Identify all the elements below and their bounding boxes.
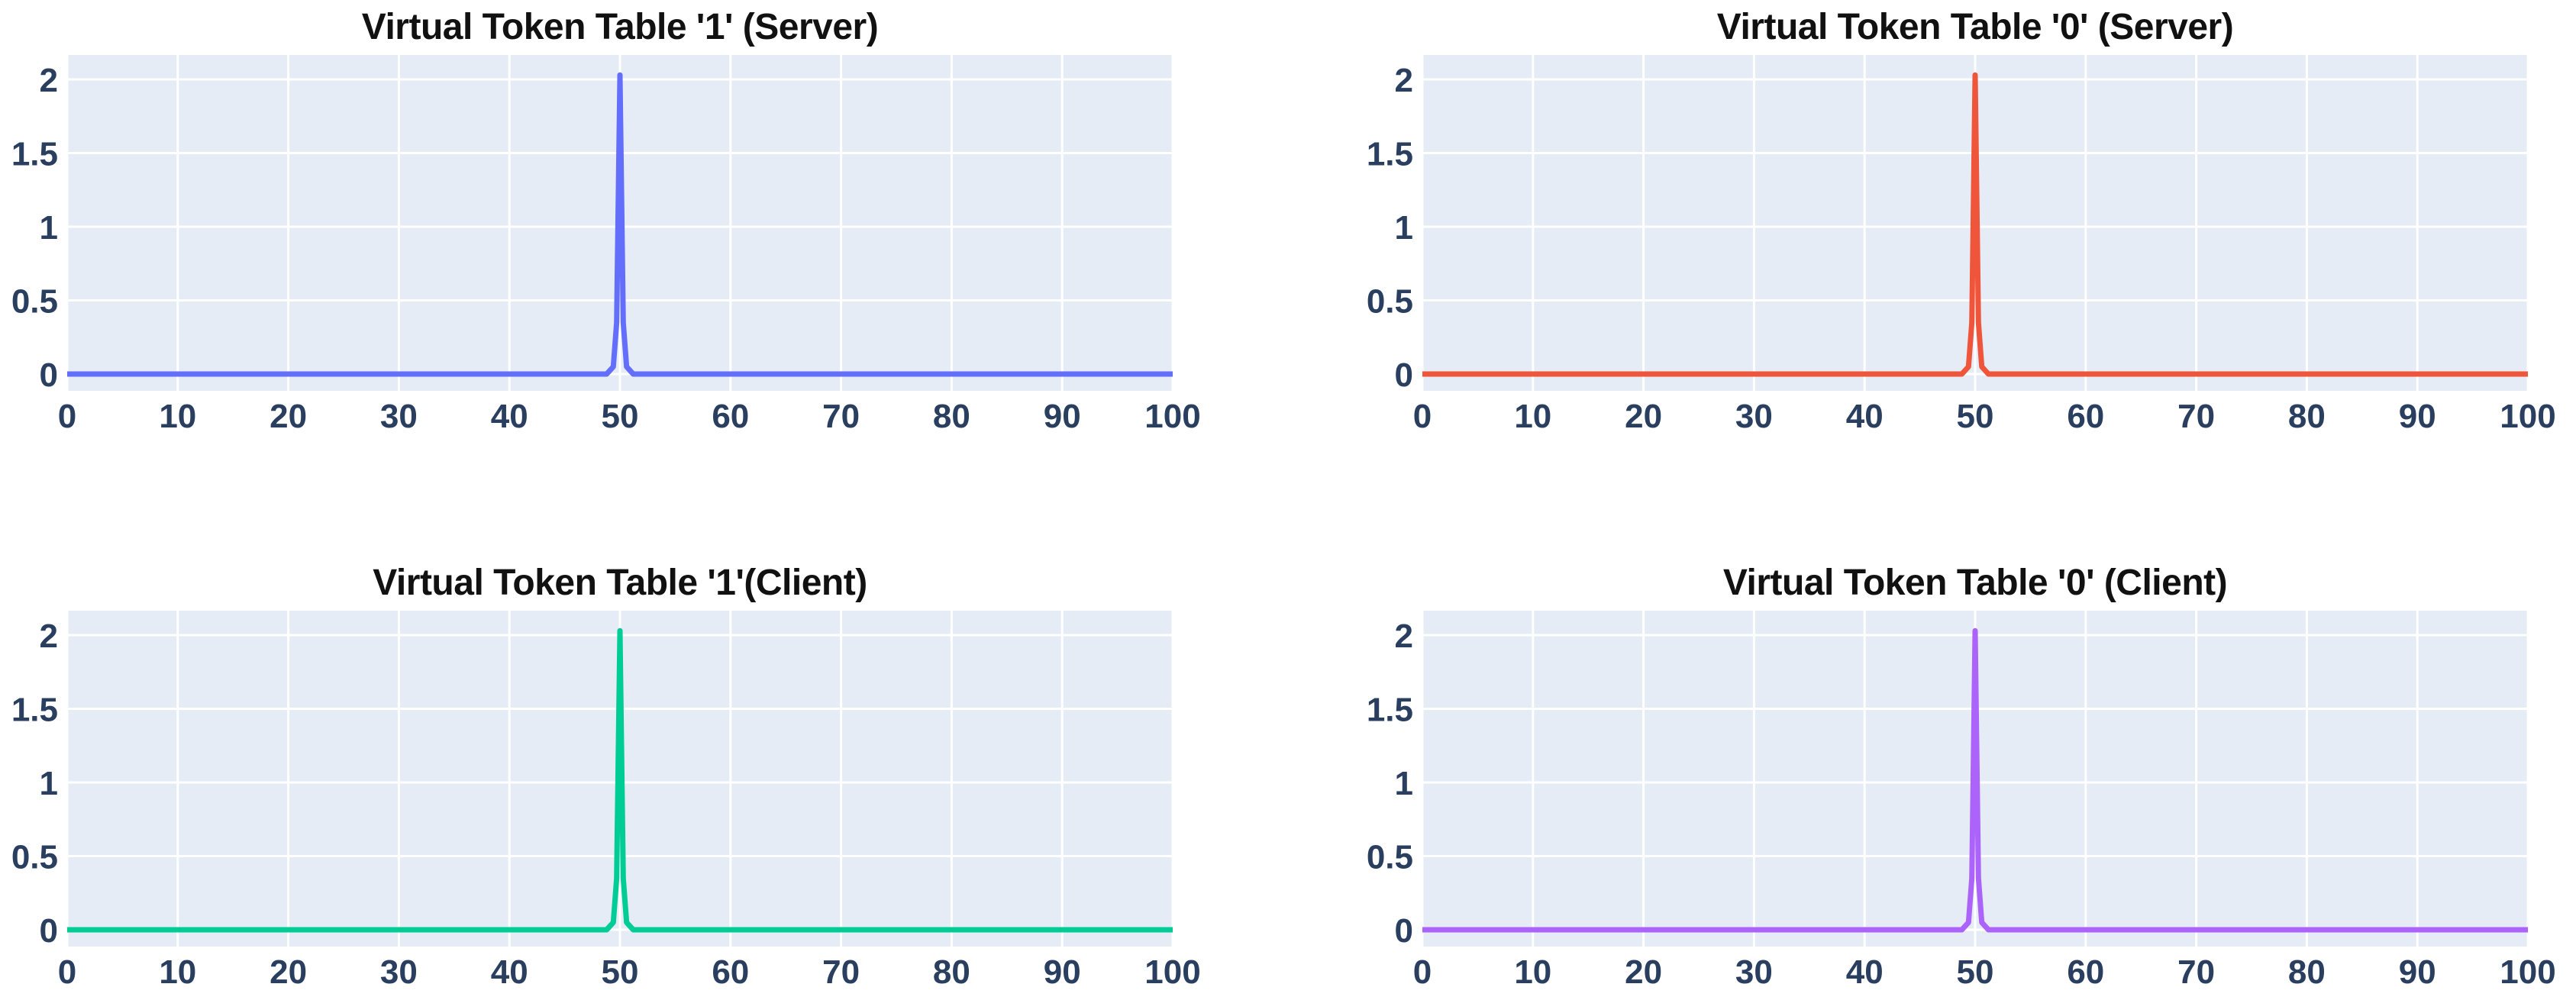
x-tick-label: 40 (1846, 398, 1884, 435)
chart-virtual-token-table-0-server: Virtual Token Table '0' (Server) 0 10 20 30… (1355, 0, 2576, 444)
y-tick-label: 1.5 (11, 136, 58, 173)
series-line (1422, 72, 2528, 377)
y-tick-label: 1 (1395, 765, 1413, 802)
y-tick-label: 0.5 (11, 839, 58, 876)
y-tick-label: 0.5 (1367, 839, 1413, 876)
x-tick-label: 20 (270, 953, 307, 991)
x-tick-label: 10 (1514, 398, 1551, 435)
y-tick-label: 2 (40, 62, 58, 99)
chart-virtual-token-table-1-client: Virtual Token Table '1'(Client) 0 10 20 30 4… (0, 556, 1221, 1000)
y-tick-label: 1 (40, 765, 58, 802)
y-tick-label: 1.5 (11, 692, 58, 729)
x-tick-label: 60 (712, 953, 749, 991)
y-tick-label: 1 (40, 209, 58, 247)
plot-area: 0 10 20 30 40 50 60 70 80 90 100 0 0.5 1 1.5 2 (11, 611, 1201, 991)
y-tick-label: 2 (1395, 62, 1413, 99)
x-tick-label: 90 (2399, 398, 2436, 435)
x-tick-label: 0 (58, 953, 76, 991)
x-tick-label: 30 (1735, 953, 1773, 991)
x-tick-label: 0 (1413, 953, 1432, 991)
x-tick-label: 60 (2067, 398, 2104, 435)
chart-title: Virtual Token Table '0' (Client) (1722, 563, 2228, 603)
y-tick-label: 0 (40, 912, 58, 950)
series-line (1422, 627, 2528, 933)
y-tick-label: 2 (1395, 618, 1413, 655)
y-tick-label: 0.5 (11, 283, 58, 321)
x-tick-label: 70 (2177, 398, 2215, 435)
x-tick-label: 40 (491, 398, 528, 435)
x-tick-label: 70 (822, 953, 860, 991)
x-tick-label: 20 (1625, 953, 1662, 991)
x-tick-label: 50 (1957, 398, 1994, 435)
chart-title: Virtual Token Table '0' (Server) (1716, 7, 2234, 47)
x-tick-label: 60 (712, 398, 749, 435)
chart-virtual-token-table-0-client: Virtual Token Table '0' (Client) 0 10 20 30… (1355, 556, 2576, 1000)
x-tick-label: 10 (159, 953, 196, 991)
x-tick-label: 90 (2399, 953, 2436, 991)
y-tick-label: 0 (40, 356, 58, 394)
x-tick-label: 80 (2288, 953, 2326, 991)
x-tick-label: 20 (1625, 398, 1662, 435)
x-tick-label: 100 (2500, 398, 2555, 435)
x-tick-label: 50 (1957, 953, 1994, 991)
y-tick-label: 2 (40, 618, 58, 655)
x-tick-label: 10 (1514, 953, 1551, 991)
y-tick-label: 0 (1395, 912, 1413, 950)
x-tick-label: 30 (380, 953, 418, 991)
x-tick-label: 90 (1044, 398, 1081, 435)
y-tick-label: 1 (1395, 209, 1413, 247)
series-line (67, 72, 1173, 377)
x-tick-label: 100 (1144, 953, 1200, 991)
x-tick-label: 70 (2177, 953, 2215, 991)
x-tick-label: 30 (1735, 398, 1773, 435)
y-tick-label: 0.5 (1367, 283, 1413, 321)
plot-area: 0 10 20 30 40 50 60 70 80 90 100 0 0.5 1 1.5 2 (1367, 611, 2556, 991)
x-tick-label: 100 (2500, 953, 2555, 991)
chart-title: Virtual Token Table '1' (Server) (361, 7, 879, 47)
x-tick-label: 0 (1413, 398, 1432, 435)
x-tick-label: 80 (2288, 398, 2326, 435)
x-tick-label: 80 (933, 953, 970, 991)
y-tick-label: 1.5 (1367, 136, 1413, 173)
x-tick-label: 70 (822, 398, 860, 435)
x-tick-label: 40 (491, 953, 528, 991)
x-tick-label: 100 (1144, 398, 1200, 435)
x-tick-label: 20 (270, 398, 307, 435)
y-tick-label: 1.5 (1367, 692, 1413, 729)
x-tick-label: 40 (1846, 953, 1884, 991)
x-tick-label: 60 (2067, 953, 2104, 991)
x-tick-label: 80 (933, 398, 970, 435)
x-tick-label: 10 (159, 398, 196, 435)
plot-area: 0 10 20 30 40 50 60 70 80 90 100 0 0.5 1 1.5 2 (11, 55, 1201, 435)
x-tick-label: 50 (602, 398, 639, 435)
x-tick-label: 90 (1044, 953, 1081, 991)
y-tick-label: 0 (1395, 356, 1413, 394)
chart-title: Virtual Token Table '1'(Client) (373, 563, 867, 603)
series-line (67, 627, 1173, 933)
x-tick-label: 50 (602, 953, 639, 991)
chart-virtual-token-table-1-server: Virtual Token Table '1' (Server) 0 10 20 30… (0, 0, 1221, 444)
x-tick-label: 30 (380, 398, 418, 435)
x-tick-label: 0 (58, 398, 76, 435)
plot-area: 0 10 20 30 40 50 60 70 80 90 100 0 0.5 1 1.5 2 (1367, 55, 2556, 435)
